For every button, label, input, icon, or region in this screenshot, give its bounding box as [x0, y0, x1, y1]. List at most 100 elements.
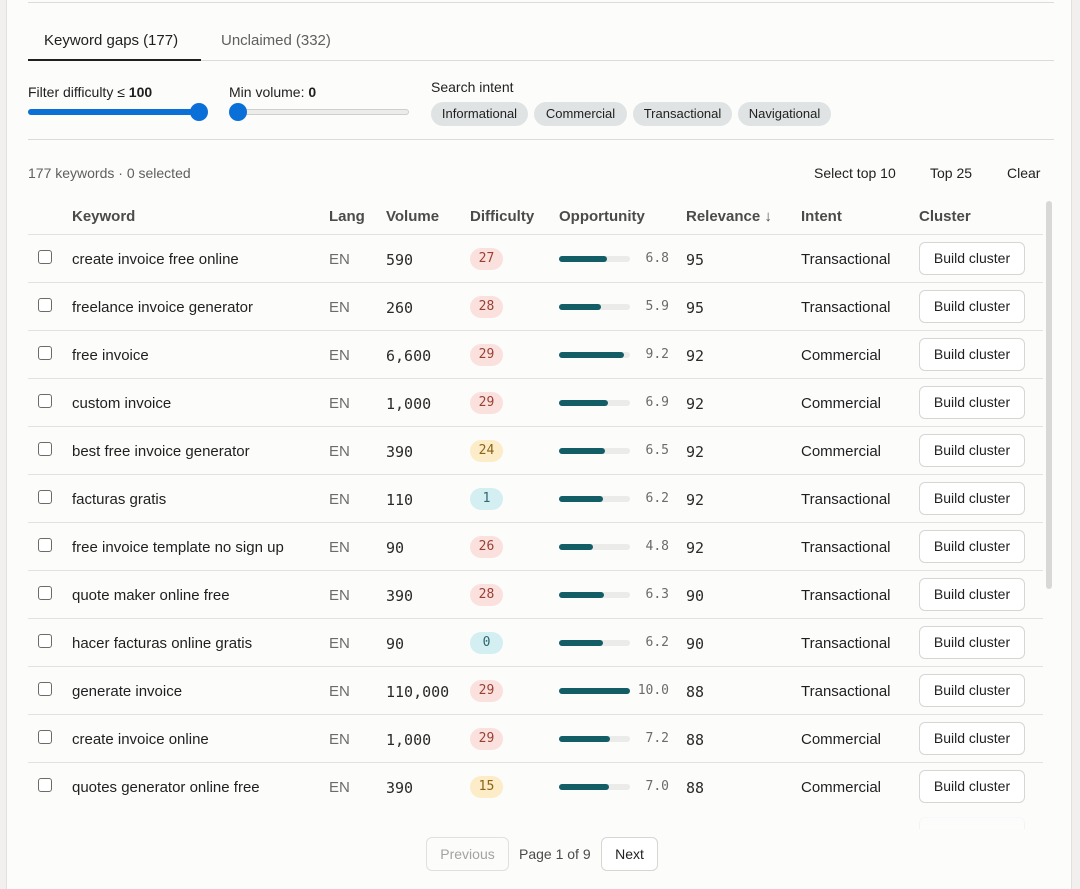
volume-filter-value: 0 [308, 84, 317, 100]
opportunity-value: 6.2 [645, 491, 669, 506]
next-page-button[interactable]: Next [601, 837, 658, 871]
tab-keyword-gaps-label: Keyword gaps [44, 32, 140, 49]
volume-slider-track [229, 109, 409, 115]
row-checkbox[interactable] [38, 346, 52, 360]
tab-bar: Keyword gaps (177) Unclaimed (332) [28, 22, 1054, 61]
column-header-lang[interactable]: Lang [329, 208, 365, 225]
build-cluster-button[interactable]: Build cluster [919, 722, 1025, 755]
row-checkbox[interactable] [38, 490, 52, 504]
opportunity-bar-fill [559, 496, 603, 502]
opportunity-value: 10.0 [637, 683, 669, 698]
difficulty-filter-label: Filter difficulty ≤ 100 [28, 84, 152, 100]
intent-cell: Commercial [801, 395, 882, 412]
column-header-relevance[interactable]: Relevance ↓ [686, 208, 772, 225]
build-cluster-button[interactable]: Build cluster [919, 530, 1025, 563]
build-cluster-button[interactable]: Build cluster [919, 338, 1025, 371]
row-checkbox[interactable] [38, 298, 52, 312]
row-checkbox[interactable] [38, 682, 52, 696]
difficulty-slider-fill [28, 109, 199, 115]
volume-cell: 260 [386, 299, 414, 317]
opportunity-value: 6.2 [645, 635, 669, 650]
opportunity-bar [559, 688, 630, 694]
build-cluster-button[interactable]: Build cluster [919, 386, 1025, 419]
previous-page-button[interactable]: Previous [426, 837, 509, 871]
table-row: generate invoice EN 110,000 29 10.0 88 Transac… [28, 666, 1043, 714]
difficulty-filter-text: Filter difficulty ≤ [28, 84, 125, 100]
volume-cell: 90 [386, 539, 405, 557]
relevance-cell: 92 [686, 347, 705, 365]
opportunity-bar-fill [559, 448, 605, 454]
intent-chip-transactional[interactable]: Transactional [633, 102, 732, 126]
tab-keyword-gaps-count: (177) [143, 32, 179, 49]
row-checkbox[interactable] [38, 394, 52, 408]
page-indicator: Page 1 of 9 [519, 846, 591, 862]
keyword-cell: hacer facturas online gratis [72, 635, 253, 652]
opportunity-bar [559, 352, 630, 358]
difficulty-badge: 27 [470, 248, 503, 270]
select-top-10-button[interactable]: Select top 10 [814, 165, 896, 181]
volume-filter-label: Min volume: 0 [229, 84, 316, 100]
relevance-cell: 88 [686, 731, 705, 749]
column-header-keyword[interactable]: Keyword [72, 208, 136, 225]
difficulty-slider[interactable] [28, 103, 208, 121]
intent-cell: Transactional [801, 491, 891, 508]
keyword-cell: facturas gratis [72, 491, 167, 508]
intent-chip-navigational[interactable]: Navigational [738, 102, 831, 126]
table-row: free invoice EN 6,600 29 9.2 92 Commercial Buil… [28, 330, 1043, 378]
keyword-cell: create invoice free online [72, 251, 239, 268]
difficulty-badge: 28 [470, 584, 503, 606]
lang-cell: EN [329, 347, 350, 364]
row-checkbox[interactable] [38, 442, 52, 456]
tab-keyword-gaps[interactable]: Keyword gaps (177) [44, 32, 178, 49]
build-cluster-button[interactable]: Build cluster [919, 290, 1025, 323]
intent-chip-commercial[interactable]: Commercial [534, 102, 627, 126]
opportunity-value: 9.2 [645, 347, 669, 362]
row-checkbox[interactable] [38, 634, 52, 648]
lang-cell: EN [329, 683, 350, 700]
build-cluster-button[interactable]: Build cluster [919, 482, 1025, 515]
table-row: create invoice online EN 1,000 29 7.2 88 Comme… [28, 714, 1043, 762]
build-cluster-button[interactable]: Build cluster [919, 626, 1025, 659]
build-cluster-button[interactable]: Build cluster [919, 578, 1025, 611]
intent-cell: Commercial [801, 347, 882, 364]
clear-button[interactable]: Clear [1007, 165, 1041, 181]
column-header-intent[interactable]: Intent [801, 208, 842, 225]
tab-unclaimed-label: Unclaimed [221, 32, 292, 49]
opportunity-bar-fill [559, 640, 603, 646]
opportunity-bar-fill [559, 304, 601, 310]
row-checkbox[interactable] [38, 730, 52, 744]
opportunity-bar [559, 496, 630, 502]
volume-slider[interactable] [229, 103, 409, 121]
row-checkbox[interactable] [38, 250, 52, 264]
volume-cell: 110,000 [386, 683, 450, 701]
build-cluster-button[interactable]: Build cluster [919, 674, 1025, 707]
build-cluster-button[interactable]: Build cluster [919, 242, 1025, 275]
difficulty-slider-thumb[interactable] [190, 103, 208, 121]
intent-cell: Transactional [801, 251, 891, 268]
opportunity-bar-fill [559, 592, 604, 598]
intent-chip-informational[interactable]: Informational [431, 102, 528, 126]
volume-slider-thumb[interactable] [229, 103, 247, 121]
top-25-button[interactable]: Top 25 [930, 165, 973, 181]
build-cluster-button[interactable]: Build cluster [919, 434, 1025, 467]
volume-filter-text: Min volume: [229, 84, 305, 100]
table-row: freelance invoice generator EN 260 28 5.9 95 T… [28, 282, 1043, 330]
lang-cell: EN [329, 731, 350, 748]
build-cluster-button[interactable]: Build cluster [919, 770, 1025, 803]
column-header-difficulty[interactable]: Difficulty [470, 208, 535, 225]
row-checkbox[interactable] [38, 586, 52, 600]
column-header-volume[interactable]: Volume [386, 208, 440, 225]
opportunity-value: 6.9 [645, 395, 669, 410]
intent-cell: Commercial [801, 443, 882, 460]
difficulty-badge: 29 [470, 680, 503, 702]
volume-cell: 590 [386, 251, 414, 269]
row-checkbox[interactable] [38, 778, 52, 792]
tab-unclaimed[interactable]: Unclaimed (332) [221, 32, 331, 49]
row-checkbox[interactable] [38, 538, 52, 552]
volume-cell: 390 [386, 779, 414, 797]
relevance-cell: 95 [686, 251, 705, 269]
table-scrollbar[interactable] [1046, 201, 1052, 589]
volume-cell: 390 [386, 587, 414, 605]
column-header-opportunity[interactable]: Opportunity [559, 208, 645, 225]
opportunity-bar [559, 784, 630, 790]
